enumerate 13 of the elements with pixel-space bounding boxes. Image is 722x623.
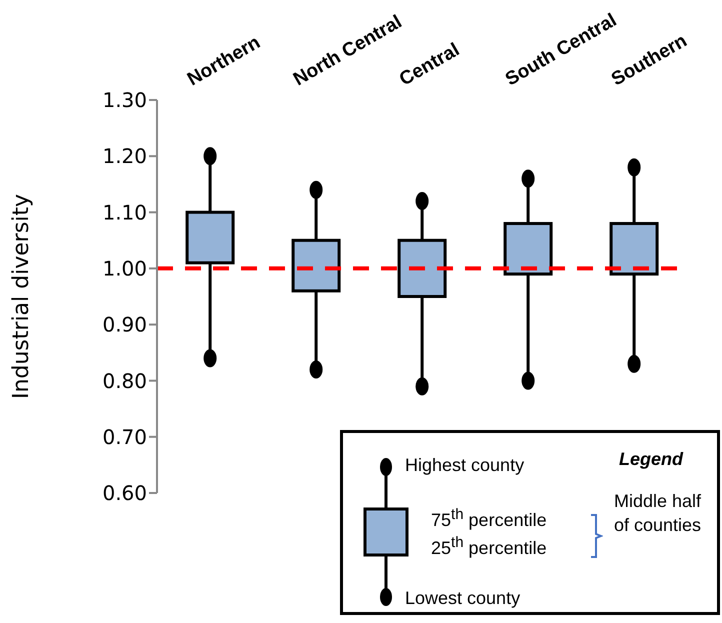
key-panel: Highest county Legend 75$^{th}$ percentile 25$^{th}$ percentile Middle half of counties Lowest county [340,430,720,615]
y-tick-label: 0.70 [102,424,147,449]
annotation: Highest county [405,455,524,476]
legend-title: Legend [619,449,684,470]
y-tick-label: 0.90 [102,312,147,337]
y-tick-label: 1.00 [102,256,147,281]
y-tick-label: 1.20 [102,144,147,168]
y-tick-label: 0.80 [102,368,147,393]
y-tick-label: 0.60 [102,481,147,506]
y-tick-label: 1.10 [102,200,147,224]
annotation: Middle half of counties [614,490,702,537]
y-tick-label: 1.30 [102,88,147,112]
y-axis-title: Industrial diversity [8,194,34,400]
